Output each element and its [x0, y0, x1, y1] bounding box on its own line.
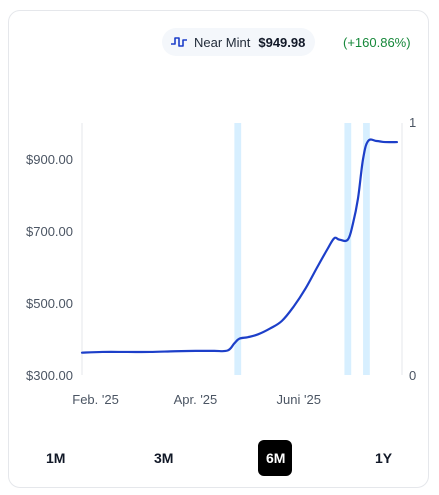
x-tick-label: Juni '25 [277, 392, 321, 407]
highlight-bands [234, 123, 370, 375]
x-axis: Feb. '25 Apr. '25 Juni '25 [72, 392, 321, 407]
highlight-band-2 [344, 123, 352, 375]
legend-change: (+160.86%) [343, 35, 411, 50]
y-tick-label: $900.00 [26, 152, 73, 167]
tab-1y[interactable]: 1Y [375, 450, 393, 466]
y-tick-label: $500.00 [26, 296, 73, 311]
y2-tick-label: 0 [409, 368, 416, 383]
tab-1m[interactable]: 1M [46, 450, 66, 466]
step-line-icon [170, 35, 188, 49]
x-tick-label: Apr. '25 [174, 392, 218, 407]
tab-6m[interactable]: 6M [258, 440, 292, 476]
price-history-card [8, 10, 429, 488]
y-axis-right: 01 [401, 115, 416, 383]
tab-3m[interactable]: 3M [154, 450, 174, 466]
highlight-band-1 [234, 123, 242, 375]
y2-tick-label: 1 [409, 115, 416, 130]
highlight-band-3 [363, 123, 370, 375]
time-range-tabs: 1M 3M 6M 1Y [0, 440, 439, 478]
y-axis-left: $300.00 $500.00 $700.00 $900.00 [26, 123, 83, 383]
series-line-near-mint [80, 138, 399, 354]
y-tick-label: $300.00 [26, 368, 73, 383]
y-tick-label: $700.00 [26, 224, 73, 239]
legend-item-near-mint[interactable]: Near Mint $949.98 [162, 28, 316, 56]
legend-label: Near Mint [194, 34, 251, 50]
x-tick-label: Feb. '25 [72, 392, 119, 407]
legend-price: $949.98 [258, 34, 306, 50]
price-line-chart: $300.00$500.00$700.00$900.00 01 Feb. '25… [26, 115, 416, 407]
